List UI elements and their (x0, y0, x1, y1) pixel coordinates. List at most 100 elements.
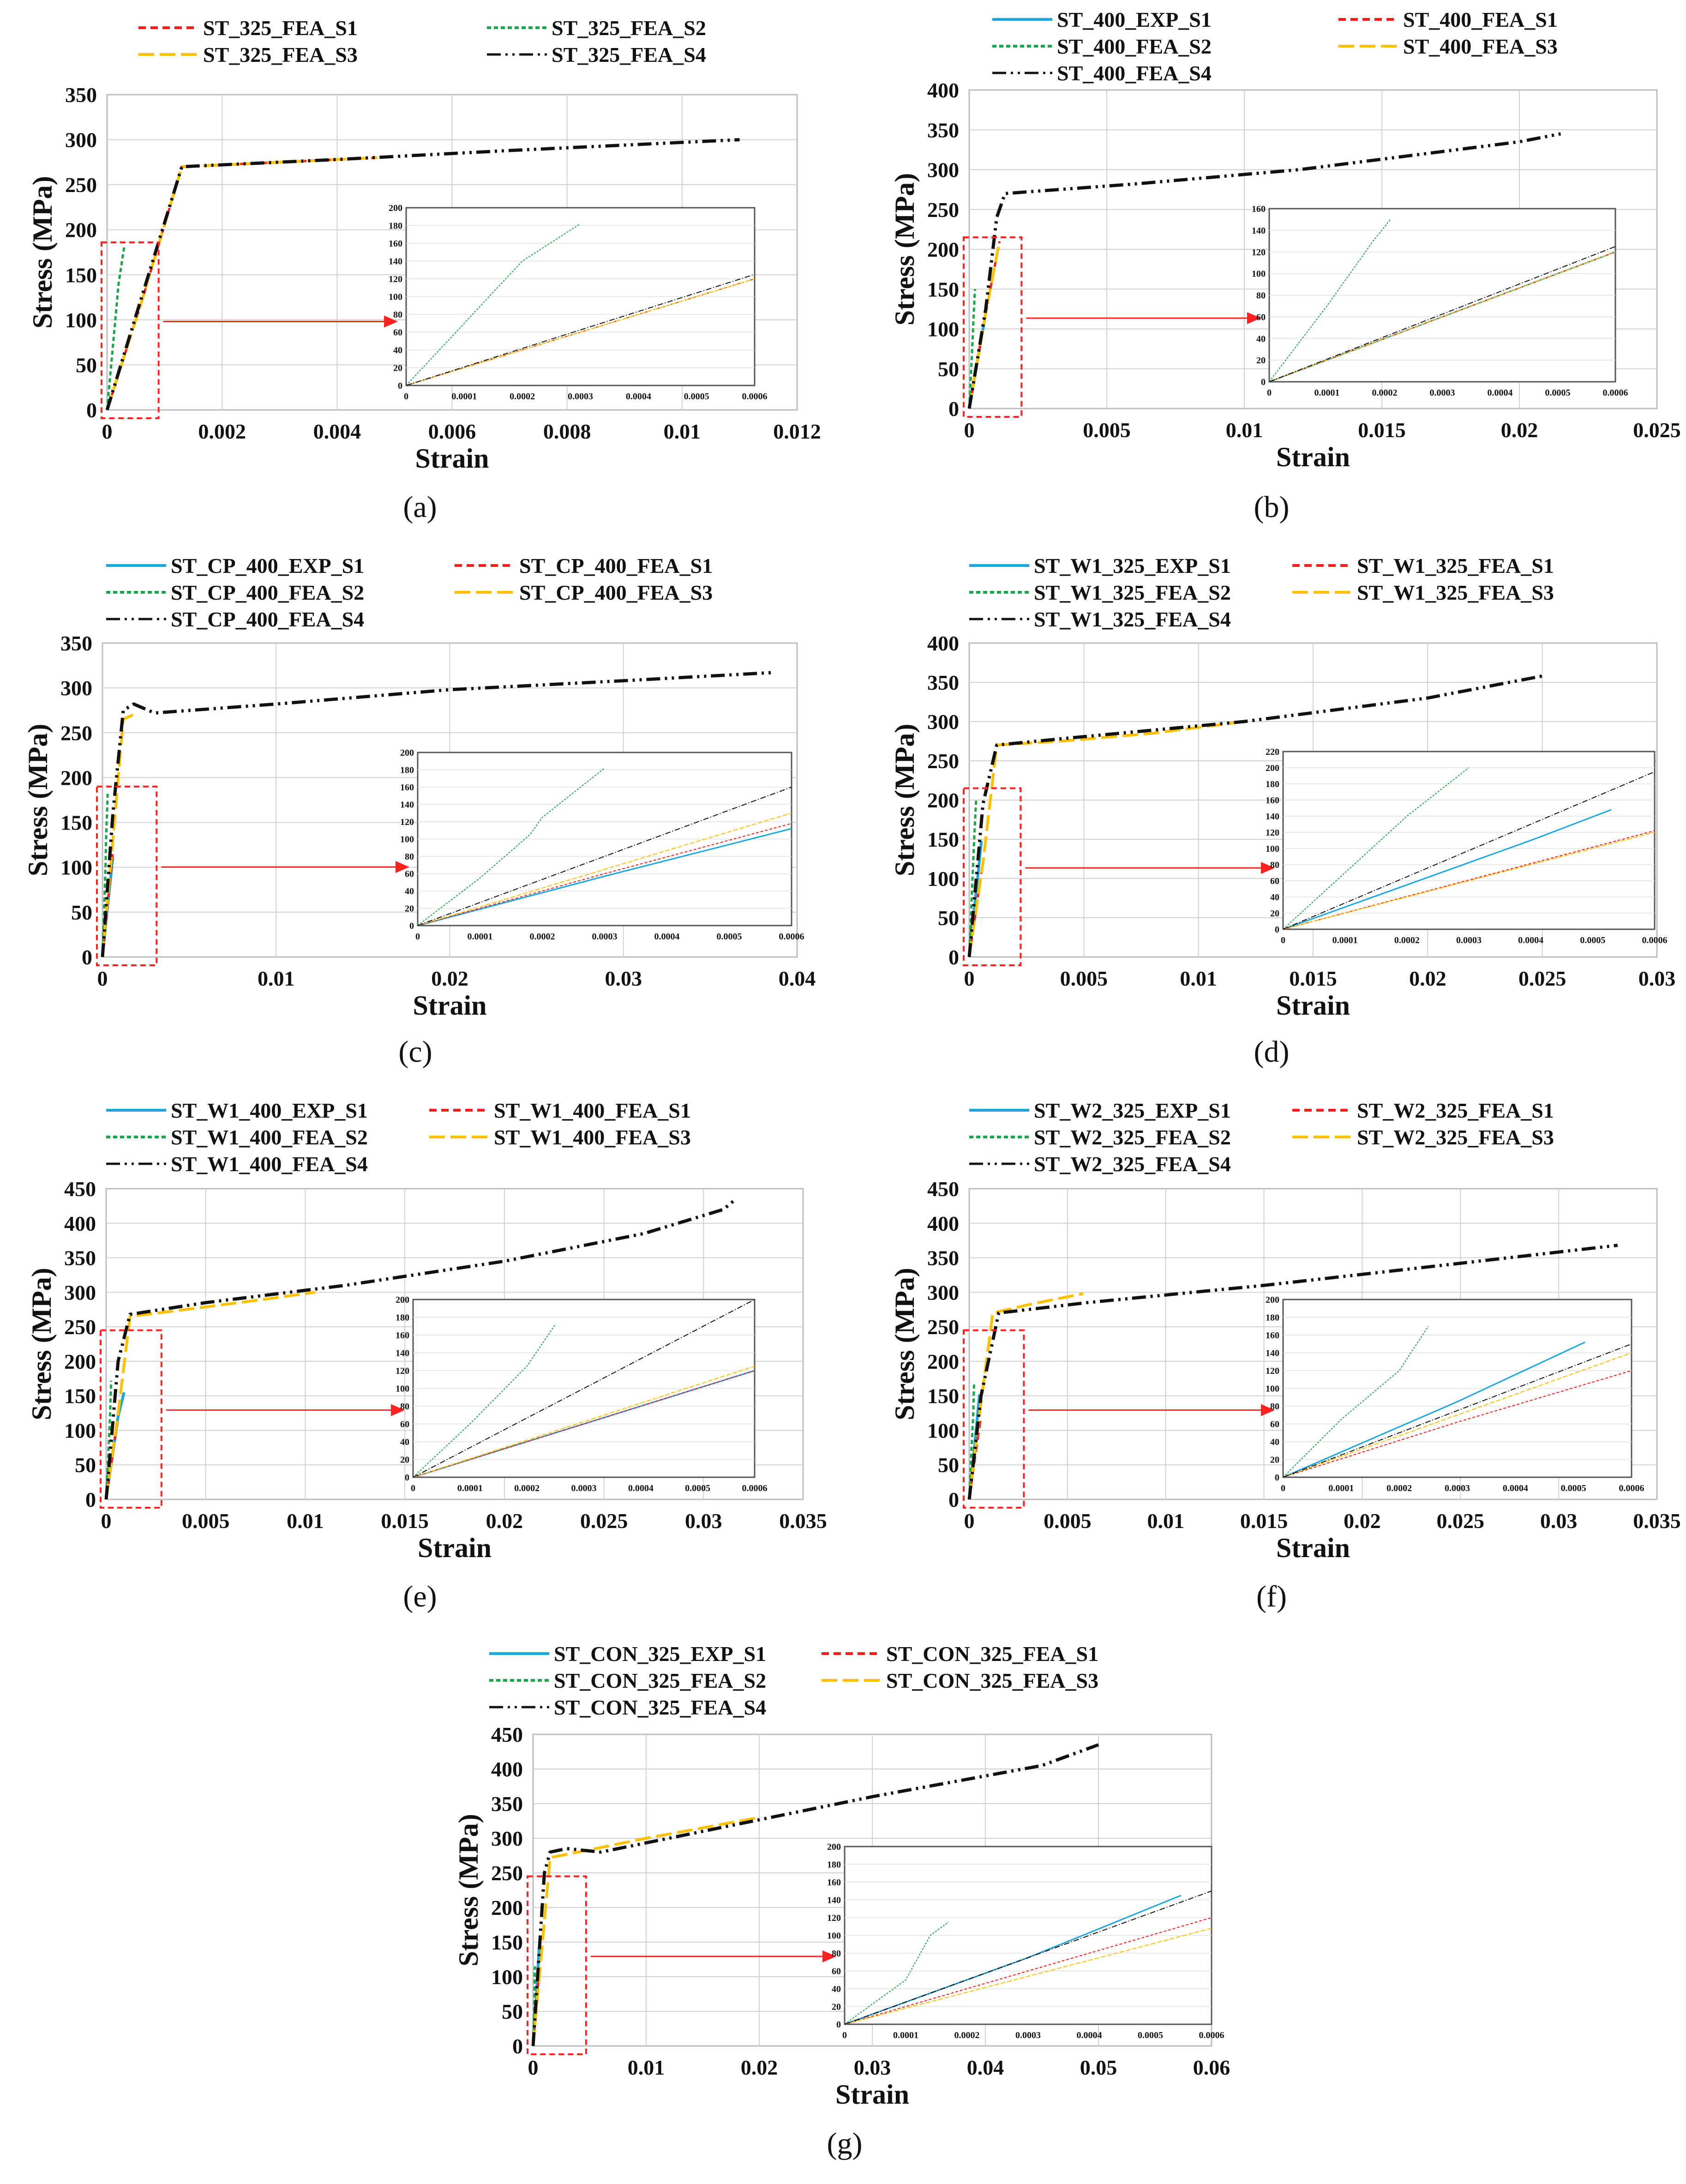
inset-x-tick-label: 0.0006 (742, 1483, 768, 1493)
panel-label: (c) (398, 1035, 432, 1069)
y-tick-label: 250 (491, 1861, 523, 1885)
y-tick-label: 250 (927, 198, 959, 222)
inset-y-tick-label: 140 (827, 1895, 841, 1906)
inset-chart: 0 20 40 60 80 100 120 140 160 180 200 0 0.0001 0.0002… (400, 748, 804, 942)
inset-series-line-fea-s2 (1269, 219, 1391, 382)
y-tick-label: 0 (86, 398, 97, 422)
x-tick-label: 0.02 (741, 2056, 778, 2079)
y-tick-label: 400 (491, 1757, 523, 1781)
x-tick-label: 0.008 (543, 420, 591, 443)
y-tick-label: 450 (64, 1177, 96, 1201)
inset-chart: 0 20 40 60 80 100 120 140 160 0 0.0001 0.0002 0.0003… (1252, 204, 1628, 398)
inset-y-tick-label: 160 (1266, 1330, 1279, 1341)
legend-label: ST_CP_400_FEA_S2 (171, 581, 364, 604)
y-tick-label: 50 (71, 901, 92, 924)
panel-label: (b) (1254, 490, 1290, 524)
y-tick-label: 400 (927, 1212, 959, 1235)
legend-label: ST_400_EXP_S1 (1057, 8, 1212, 31)
inset-y-tick-label: 200 (389, 203, 402, 213)
y-tick-label: 0 (512, 2034, 523, 2058)
inset-series-line-fea-s3 (1283, 1352, 1632, 1477)
inset-x-tick-label: 0.0002 (954, 2030, 980, 2040)
legend-label: ST_CON_325_FEA_S2 (554, 1669, 766, 1692)
inset-y-tick-label: 0 (405, 1473, 409, 1483)
inset-y-tick-label: 40 (393, 345, 402, 355)
series-line-fea-s2 (105, 1380, 113, 1500)
series-line-fea-s2 (968, 800, 978, 957)
zoom-arrow-head (1261, 862, 1275, 874)
inset-y-tick-label: 40 (400, 1437, 409, 1447)
zoom-box (527, 1875, 587, 2055)
legend-label: ST_W1_325_EXP_S1 (1034, 554, 1231, 578)
inset-y-tick-label: 20 (832, 2002, 841, 2012)
x-tick-label: 0.025 (1633, 418, 1681, 442)
legend-label: ST_W2_325_EXP_S1 (1034, 1099, 1231, 1122)
y-tick-label: 350 (64, 1246, 96, 1270)
inset-series-line-fea-s3 (418, 812, 792, 926)
y-tick-label: 150 (64, 1384, 96, 1408)
x-tick-label: 0.02 (486, 1509, 523, 1533)
x-tick-label: 0.06 (1193, 2056, 1230, 2079)
legend-label: ST_W2_325_FEA_S3 (1357, 1125, 1554, 1149)
inset-x-tick-label: 0.0004 (628, 1483, 654, 1493)
inset-y-tick-label: 60 (400, 1420, 409, 1430)
inset-plot-area (1282, 751, 1656, 930)
panel-label: (f) (1256, 1580, 1287, 1613)
legend-label: ST_W1_325_FEA_S1 (1357, 554, 1554, 578)
inset-x-tick-label: 0.0004 (1518, 935, 1543, 945)
y-tick-label: 0 (948, 945, 959, 969)
x-tick-label: 0 (964, 967, 975, 990)
inset-x-tick-label: 0 (842, 2030, 847, 2040)
panel-label: (e) (403, 1580, 437, 1613)
x-tick-label: 0.035 (1633, 1509, 1681, 1533)
y-tick-label: 0 (85, 1488, 96, 1511)
inset-x-tick-label: 0.0002 (530, 932, 555, 942)
zoom-arrow-head (396, 861, 409, 873)
inset-x-tick-label: 0.0001 (893, 2030, 918, 2040)
chart-panel-d: ST_W1_325_EXP_S1 ST_W1_325_FEA_S1 ST_W1_32… (889, 554, 1675, 1069)
zoom-box (96, 785, 158, 967)
legend-label: ST_CP_400_EXP_S1 (171, 554, 364, 578)
zoom-box (963, 1329, 1025, 1509)
y-tick-label: 150 (927, 1384, 959, 1408)
y-tick-label: 100 (927, 318, 959, 341)
series-line-fea-s4 (967, 132, 1561, 409)
legend-label: ST_325_FEA_S1 (203, 16, 358, 40)
legend-label: ST_CP_400_FEA_S1 (519, 554, 713, 578)
inset-x-tick-label: 0.0001 (457, 1483, 483, 1493)
y-tick-label: 350 (927, 671, 959, 694)
inset-y-tick-label: 140 (1266, 1348, 1279, 1359)
inset-y-tick-label: 100 (827, 1931, 841, 1941)
inset-y-tick-label: 100 (1266, 1384, 1279, 1394)
chart-panel-g: ST_CON_325_EXP_S1 ST_CON_325_FEA_S1 ST_CON… (453, 1642, 1230, 2160)
x-tick-label: 0.035 (779, 1509, 827, 1533)
y-tick-label: 100 (927, 1419, 959, 1442)
legend-label: ST_CP_400_FEA_S4 (171, 608, 364, 631)
legend: ST_325_FEA_S1 ST_325_FEA_S2 ST_325_FEA_S3 S… (138, 16, 706, 66)
inset-y-tick-label: 180 (827, 1860, 841, 1870)
legend: ST_W1_400_EXP_S1 ST_W1_400_FEA_S1 ST_W1_40… (106, 1099, 691, 1176)
x-tick-label: 0.04 (967, 2056, 1004, 2079)
inset-y-tick-label: 0 (836, 2020, 841, 2030)
inset-series-line-fea-s4 (406, 274, 755, 385)
x-tick-label: 0.015 (1289, 967, 1337, 990)
y-tick-label: 0 (948, 1488, 959, 1511)
y-tick-label: 300 (927, 710, 959, 734)
inset-series-line-exp-s1 (413, 1370, 755, 1477)
inset-y-tick-label: 20 (400, 1455, 409, 1465)
inset-x-tick-label: 0.0003 (1445, 1483, 1470, 1493)
x-axis-title: Strain (1276, 990, 1350, 1021)
legend-label: ST_CON_325_FEA_S1 (886, 1642, 1098, 1666)
inset-x-tick-label: 0.0001 (451, 391, 477, 402)
inset-y-tick-label: 140 (396, 1348, 409, 1359)
x-tick-label: 0.004 (313, 420, 361, 443)
y-tick-label: 200 (65, 218, 97, 242)
inset-series-line-exp-s1 (418, 828, 792, 926)
x-tick-label: 0.015 (1240, 1509, 1288, 1533)
panel-label: (d) (1254, 1035, 1290, 1069)
chart-panel-c: ST_CP_400_EXP_S1 ST_CP_400_FEA_S1 ST_CP_40… (23, 554, 816, 1069)
chart-panel-f: ST_W2_325_EXP_S1 ST_W2_325_FEA_S1 ST_W2_32… (889, 1099, 1681, 1613)
inset-x-tick-label: 0 (411, 1483, 415, 1493)
x-tick-label: 0.002 (198, 420, 246, 443)
inset-x-tick-label: 0.0004 (1488, 388, 1513, 398)
